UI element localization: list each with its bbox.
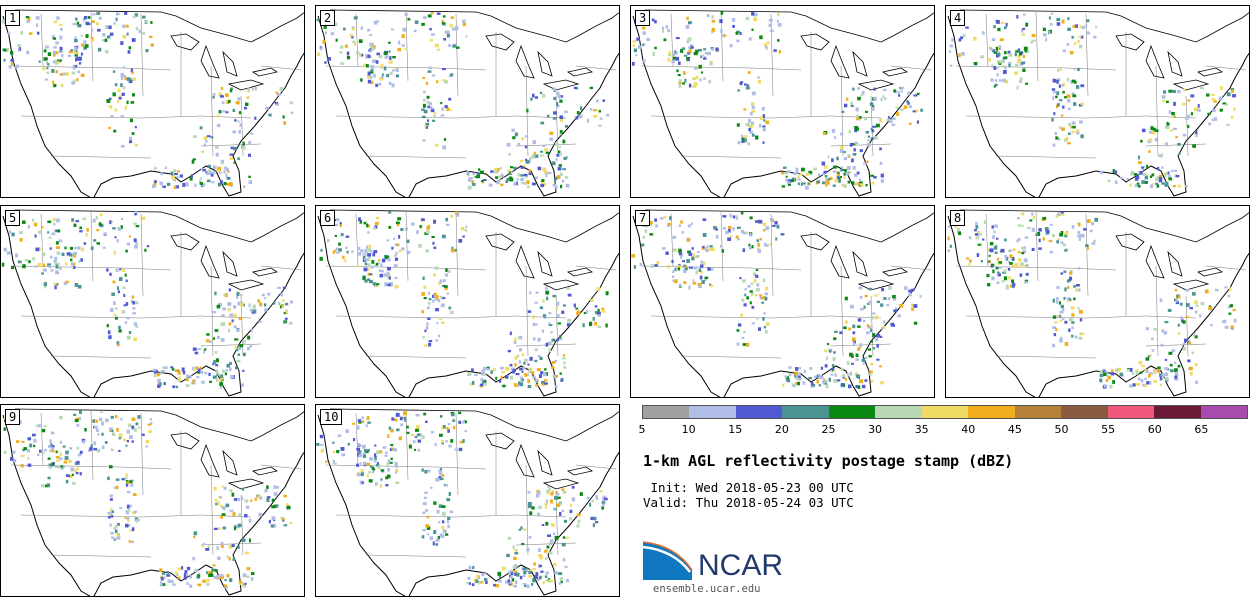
colorbar-swatch (1154, 406, 1201, 418)
colorbar-swatch (1107, 406, 1155, 418)
colorbar-swatch (968, 406, 1015, 418)
colorbar-swatch (1061, 406, 1108, 418)
reflectivity-map (317, 209, 619, 397)
colorbar-swatch (1200, 406, 1248, 418)
member-number: 10 (320, 409, 343, 425)
colorbar-tick-label: 20 (774, 423, 789, 436)
colorbar-swatch (921, 406, 969, 418)
member-panel-5[interactable]: 5 (0, 205, 305, 398)
member-panel-3[interactable]: 3 (630, 5, 935, 198)
ncar-logo-icon[interactable] (642, 540, 802, 584)
reflectivity-map (2, 9, 304, 197)
reflectivity-map (2, 408, 304, 596)
reflectivity-map (1, 209, 304, 397)
colorbar-ticks: 5 10 15 20 25 30 35 40 45 50 55 60 65 (638, 423, 1248, 437)
member-number: 5 (5, 210, 21, 226)
member-panel-4[interactable]: 4 (945, 5, 1250, 198)
member-panel-9[interactable]: 9 (0, 404, 305, 597)
colorbar-tick-label: 15 (728, 423, 743, 436)
member-panel-6[interactable]: 6 (315, 205, 620, 398)
plot-title: 1-km AGL reflectivity postage stamp (dBZ… (643, 452, 1014, 470)
colorbar-tick-label: 5 (638, 423, 646, 436)
colorbar-swatch (643, 406, 690, 418)
reflectivity-colorbar (642, 405, 1248, 419)
colorbar-swatch (1014, 406, 1062, 418)
colorbar-tick-label: 55 (1101, 423, 1116, 436)
reflectivity-map (947, 9, 1249, 197)
member-number: 8 (950, 210, 966, 226)
member-number: 6 (320, 210, 336, 226)
colorbar-swatch (875, 406, 922, 418)
colorbar-swatch (689, 406, 736, 418)
member-number: 1 (5, 10, 21, 26)
valid-time: Valid: Thu 2018-05-24 03 UTC (643, 495, 854, 510)
colorbar-tick-label: 50 (1054, 423, 1069, 436)
site-url[interactable]: ensemble.ucar.edu (653, 583, 761, 595)
colorbar-tick-label: 25 (821, 423, 836, 436)
member-panel-1[interactable]: 1 (0, 5, 305, 198)
init-time: Init: Wed 2018-05-23 00 UTC (643, 480, 854, 495)
colorbar-tick-label: 40 (961, 423, 976, 436)
member-number: 9 (5, 409, 21, 425)
member-panel-2[interactable]: 2 (315, 5, 620, 198)
reflectivity-map (316, 408, 619, 596)
member-panel-10[interactable]: 10 (315, 404, 620, 597)
colorbar-tick-label: 35 (914, 423, 929, 436)
member-number: 2 (320, 10, 336, 26)
ncar-logo-text: NCAR (698, 549, 784, 582)
colorbar-swatch (828, 406, 876, 418)
reflectivity-map (947, 209, 1249, 397)
colorbar-tick-label: 10 (681, 423, 696, 436)
member-number: 4 (950, 10, 966, 26)
member-panel-8[interactable]: 8 (945, 205, 1250, 398)
reflectivity-map (631, 209, 934, 397)
member-number: 3 (635, 10, 651, 26)
member-panel-7[interactable]: 7 (630, 205, 935, 398)
reflectivity-map (632, 9, 934, 197)
colorbar-tick-label: 30 (868, 423, 883, 436)
colorbar-tick-label: 45 (1007, 423, 1022, 436)
colorbar-tick-label: 65 (1194, 423, 1209, 436)
colorbar-swatch (782, 406, 829, 418)
member-number: 7 (635, 210, 651, 226)
colorbar-swatch (735, 406, 783, 418)
reflectivity-map (316, 9, 619, 197)
colorbar-tick-label: 60 (1147, 423, 1162, 436)
